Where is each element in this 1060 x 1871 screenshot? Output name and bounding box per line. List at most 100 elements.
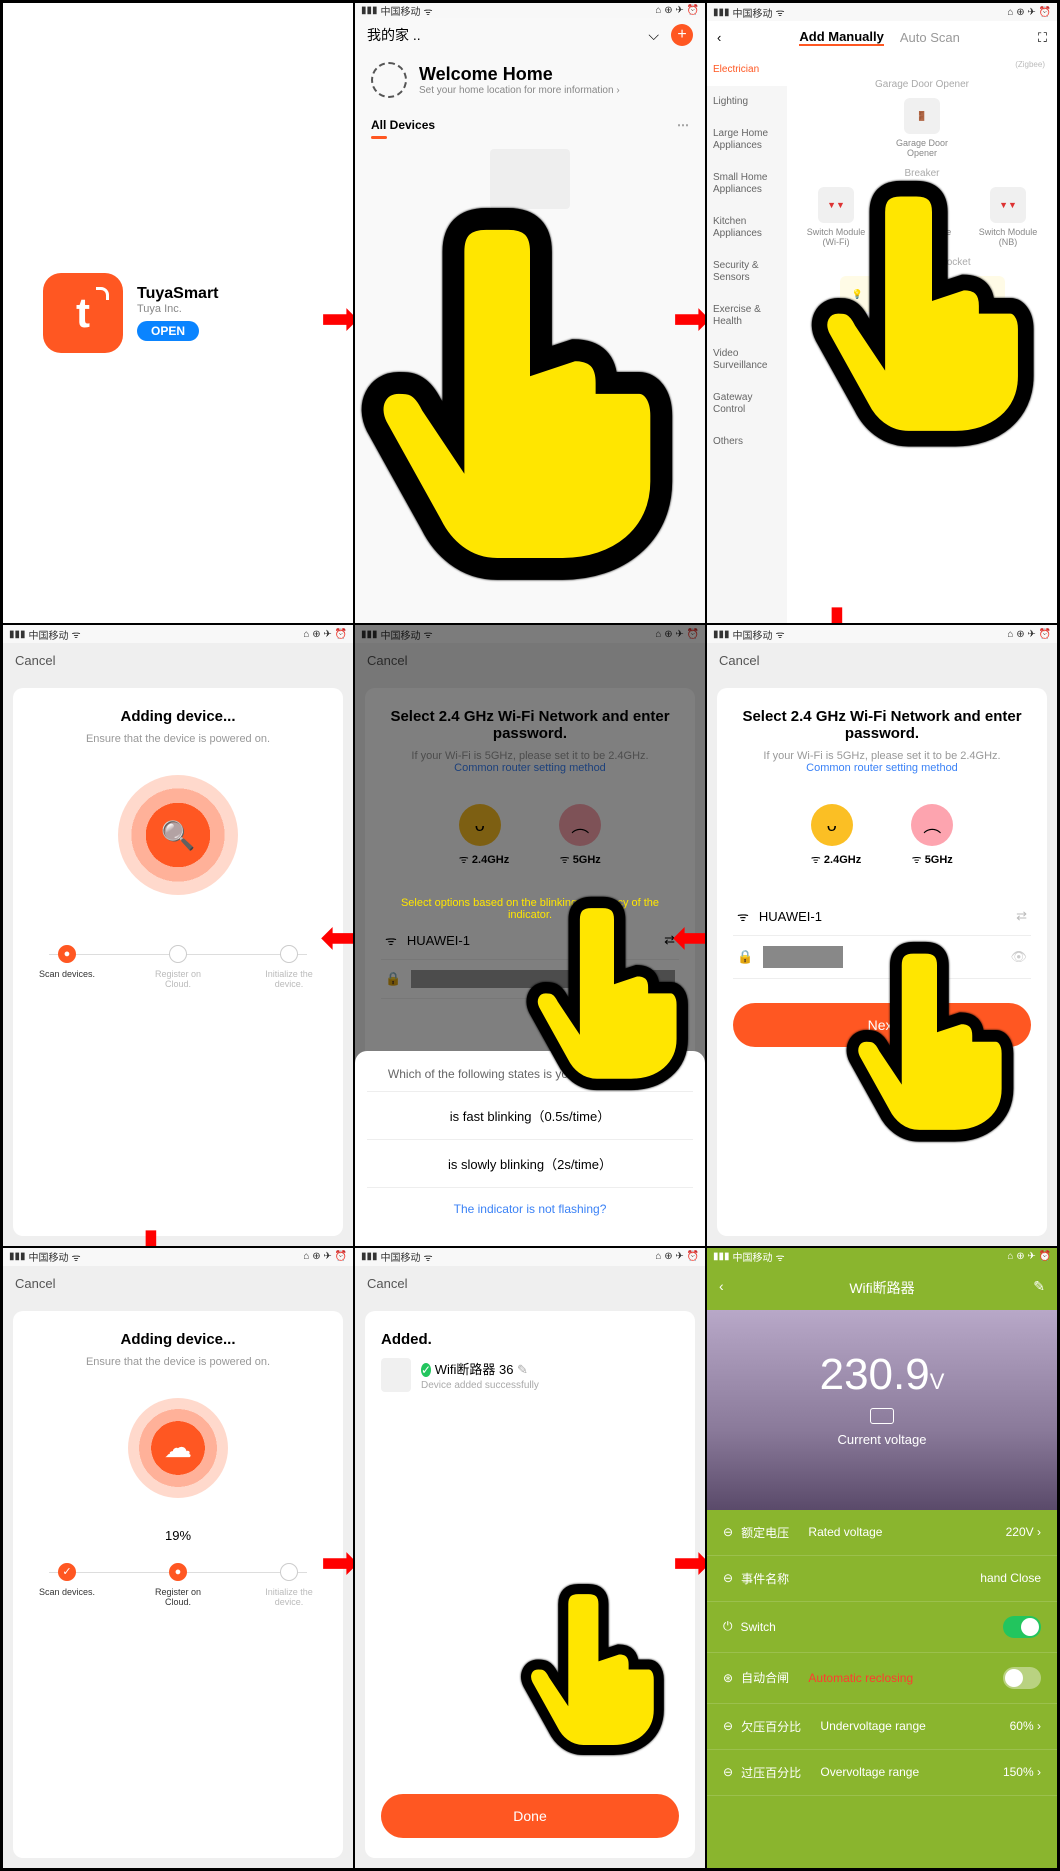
- arrow-down-icon: ➡: [129, 1227, 175, 1246]
- battery-icon: [870, 1408, 894, 1424]
- back-icon[interactable]: ‹: [717, 30, 721, 45]
- app-vendor: Tuya Inc.: [137, 303, 219, 315]
- device-title: Wifi断路器: [849, 1280, 914, 1296]
- category-item[interactable]: Security & Sensors: [707, 250, 787, 294]
- progress-steps: ✓Scan devices. ●Register on Cloud. Initi…: [29, 1563, 327, 1607]
- mic-icon[interactable]: ⌵: [648, 27, 659, 44]
- screen-add-manually: ▮▮▮ 中国移动 ᯤ⌂ ⊕ ✈ ⏰ ‹ Add Manually Auto Sc…: [706, 2, 1058, 624]
- arrow-down-icon: ➡: [815, 605, 861, 624]
- swap-icon[interactable]: ⇄: [1016, 908, 1027, 924]
- done-button[interactable]: Done: [381, 1794, 679, 1838]
- cancel-button[interactable]: Cancel: [707, 643, 1057, 678]
- screen-device-control: ▮▮▮ 中国移动 ᯤ⌂ ⊕ ✈ ⏰ ‹ Wifi断路器 ✎ 230.9V Cur…: [706, 1247, 1058, 1869]
- adding-sub: Ensure that the device is powered on.: [29, 1356, 327, 1368]
- arrow-right-icon: ➡: [672, 295, 706, 341]
- device-thumb-icon: [381, 1358, 411, 1392]
- arrow-right-icon: ➡: [320, 295, 354, 341]
- happy-face-icon: ᴗ: [811, 804, 853, 846]
- category-item[interactable]: Gateway Control: [707, 382, 787, 426]
- screen-blink-sheet: ▮▮▮ 中国移动 ᯤ⌂ ⊕ ✈ ⏰ Cancel Select 2.4 GHz …: [354, 624, 706, 1246]
- step-init: Initialize the device.: [259, 945, 319, 989]
- arrow-right-icon: ➡: [320, 1539, 354, 1585]
- category-item[interactable]: Others: [707, 426, 787, 458]
- cancel-button[interactable]: Cancel: [3, 643, 353, 678]
- app-name: TuyaSmart: [137, 285, 219, 303]
- status-bar: ▮▮▮ 中国移动 ᯤ⌂ ⊕ ✈ ⏰: [355, 1248, 705, 1266]
- password-input[interactable]: [763, 946, 843, 968]
- all-devices-tab[interactable]: All Devices: [371, 118, 435, 139]
- pointer-hand-icon: [355, 197, 705, 591]
- progress-percent: 19%: [29, 1528, 327, 1543]
- screen-home: ▮▮▮ 中国移动 ᯤ⌂ ⊕ ✈ ⏰ 我的家 .. ⌵ + Welcome Home…: [354, 2, 706, 624]
- sheet-option-fast[interactable]: is fast blinking（0.5s/time）: [367, 1091, 693, 1139]
- adding-title: Adding device...: [29, 708, 327, 725]
- row-switch[interactable]: ⏻ Switch: [707, 1602, 1057, 1653]
- back-icon[interactable]: ‹: [719, 1278, 724, 1294]
- category-item[interactable]: Small Home Appliances: [707, 162, 787, 206]
- reclosing-toggle[interactable]: [1003, 1667, 1041, 1689]
- step-init: Initialize the device.: [259, 1563, 319, 1607]
- current-voltage-label: Current voltage: [707, 1432, 1057, 1447]
- check-icon: ✓: [421, 1363, 431, 1377]
- category-item[interactable]: Electrician: [707, 54, 787, 86]
- more-icon[interactable]: ⋯: [677, 118, 689, 139]
- tab-add-manually[interactable]: Add Manually: [799, 29, 884, 46]
- cancel-button[interactable]: Cancel: [3, 1266, 353, 1301]
- scan-icon[interactable]: ⛶: [1038, 30, 1047, 46]
- adding-sub: Ensure that the device is powered on.: [29, 733, 327, 745]
- welcome-title: Welcome Home: [419, 64, 620, 85]
- screen-appstore: t TuyaSmart Tuya Inc. OPEN ➡: [2, 2, 354, 624]
- switch-toggle[interactable]: [1003, 1616, 1041, 1638]
- arrow-left-icon: ➡: [320, 917, 354, 963]
- sheet-option-not-flashing[interactable]: The indicator is not flashing?: [367, 1187, 693, 1230]
- row-event-name[interactable]: ⊖ 事件名称hand Close: [707, 1556, 1057, 1602]
- screen-adding-scan: ▮▮▮ 中国移动 ᯤ⌂ ⊕ ✈ ⏰ Cancel Adding device..…: [2, 624, 354, 1246]
- status-bar: ▮▮▮ 中国移动 ᯤ⌂ ⊕ ✈ ⏰: [707, 3, 1057, 21]
- category-item[interactable]: Exercise & Health: [707, 294, 787, 338]
- wifi-title: Select 2.4 GHz Wi-Fi Network and enter p…: [733, 708, 1031, 742]
- added-title: Added.: [381, 1331, 679, 1348]
- settings-list: ⊖ 额定电压 Rated voltage220V › ⊖ 事件名称hand Cl…: [707, 1510, 1057, 1868]
- adding-title: Adding device...: [29, 1331, 327, 1348]
- category-item[interactable]: Large Home Appliances: [707, 118, 787, 162]
- pointer-hand-icon: [518, 1579, 679, 1760]
- screen-added: ▮▮▮ 中国移动 ᯤ⌂ ⊕ ✈ ⏰ Cancel Added. ✓ Wifi断路…: [354, 1247, 706, 1869]
- edit-icon[interactable]: ✎: [1033, 1278, 1045, 1295]
- row-overvoltage[interactable]: ⊖ 过压百分比 Overvoltage range150% ›: [707, 1750, 1057, 1796]
- step-scan: ●Scan devices.: [37, 945, 97, 979]
- category-item[interactable]: Video Surveillance: [707, 338, 787, 382]
- voltage-hero: 230.9V Current voltage: [707, 1310, 1057, 1510]
- add-button[interactable]: +: [671, 24, 693, 46]
- wifi-icon: ᯤ: [737, 907, 749, 925]
- sheet-option-slow[interactable]: is slowly blinking（2s/time）: [367, 1139, 693, 1187]
- home-selector[interactable]: 我的家 ..: [367, 25, 421, 45]
- lock-icon: 🔒: [737, 949, 753, 965]
- arrow-right-icon: ➡: [672, 1539, 706, 1585]
- pointer-hand-icon: [843, 936, 1031, 1148]
- scan-spinner: 🔍: [118, 775, 238, 895]
- tab-auto-scan[interactable]: Auto Scan: [900, 30, 960, 45]
- row-undervoltage[interactable]: ⊖ 欠压百分比 Undervoltage range60% ›: [707, 1704, 1057, 1750]
- category-item[interactable]: Lighting: [707, 86, 787, 118]
- added-ok: Device added successfully: [421, 1380, 539, 1391]
- row-auto-reclosing[interactable]: ⊛ 自动合闸 Automatic reclosing: [707, 1653, 1057, 1704]
- pointer-hand-icon: [807, 173, 1057, 454]
- ssid: HUAWEI-1: [759, 909, 1006, 924]
- welcome-sub[interactable]: Set your home location for more informat…: [419, 85, 620, 96]
- category-item[interactable]: Kitchen Appliances: [707, 206, 787, 250]
- open-button[interactable]: OPEN: [137, 321, 199, 341]
- status-bar: ▮▮▮ 中国移动 ᯤ⌂ ⊕ ✈ ⏰: [3, 625, 353, 643]
- tutorial-grid: t TuyaSmart Tuya Inc. OPEN ➡ ▮▮▮ 中国移动 ᯤ⌂…: [0, 0, 1060, 1871]
- step-scan: ✓Scan devices.: [37, 1563, 97, 1597]
- edit-icon[interactable]: ✎: [517, 1362, 528, 1377]
- device-grid: (Zigbee) Garage Door Opener 🚪Garage Door…: [787, 54, 1057, 623]
- status-bar: ▮▮▮ 中国移动 ᯤ⌂ ⊕ ✈ ⏰: [355, 3, 705, 18]
- step-register: Register on Cloud.: [148, 945, 208, 989]
- row-rated-voltage[interactable]: ⊖ 额定电压 Rated voltage220V ›: [707, 1510, 1057, 1556]
- router-method-link[interactable]: Common router setting method: [806, 762, 958, 774]
- status-bar: ▮▮▮ 中国移动 ᯤ⌂ ⊕ ✈ ⏰: [707, 1248, 1057, 1266]
- device-item[interactable]: 🚪Garage Door Opener: [892, 98, 952, 158]
- cancel-button[interactable]: Cancel: [355, 1266, 705, 1301]
- status-bar: ▮▮▮ 中国移动 ᯤ⌂ ⊕ ✈ ⏰: [3, 1248, 353, 1266]
- category-list: Electrician Lighting Large Home Applianc…: [707, 54, 787, 623]
